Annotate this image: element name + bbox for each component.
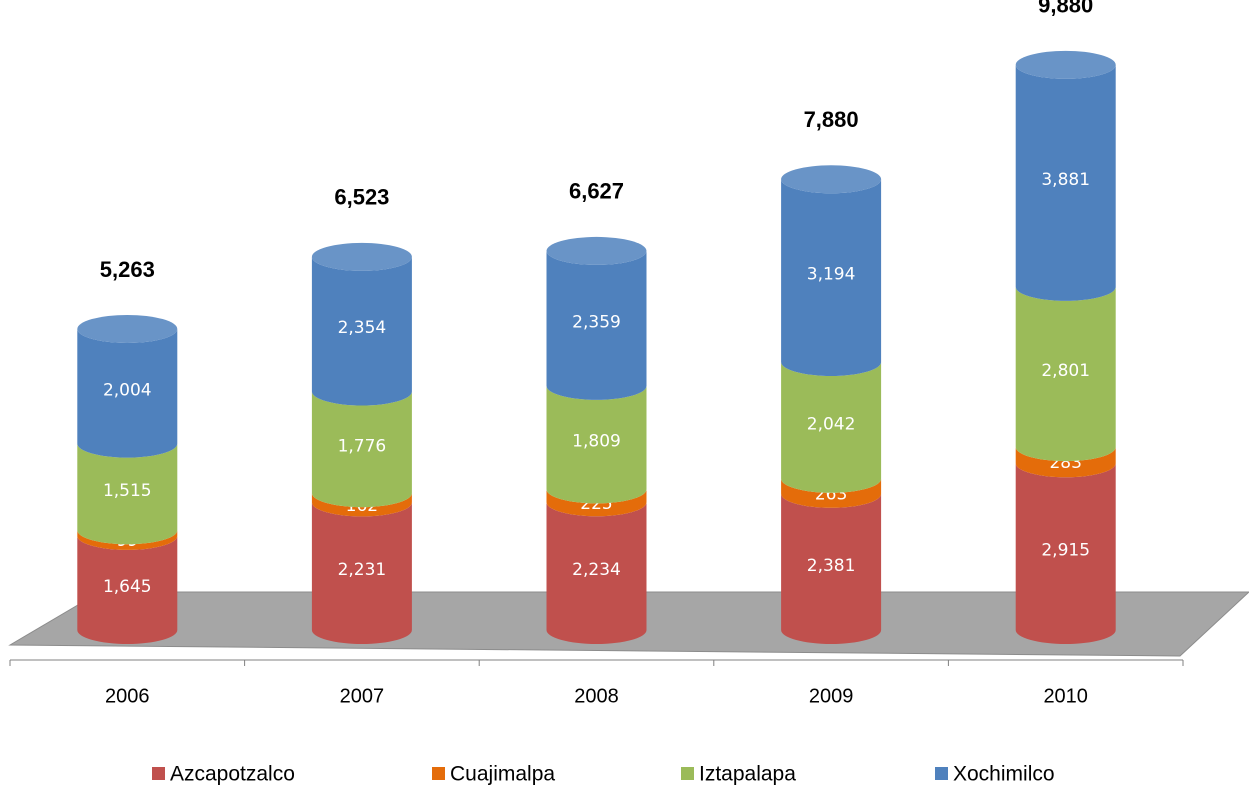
data-label: 3,881: [1041, 170, 1090, 190]
data-label: 2,359: [572, 312, 621, 332]
total-label: 5,263: [100, 257, 155, 282]
data-label: 2,231: [338, 560, 387, 580]
legend-swatch: [681, 767, 694, 780]
cylinder-segment: [311, 391, 412, 508]
data-label: 1,515: [103, 481, 152, 501]
x-tick-label: 2009: [809, 685, 854, 707]
cylinder-segment: [77, 530, 178, 550]
total-label: 9,880: [1038, 0, 1093, 18]
x-tick-label: 2010: [1043, 685, 1088, 707]
cylinder-segment: [1015, 286, 1116, 462]
legend-swatch: [935, 767, 948, 780]
cylinder-segment: [311, 493, 412, 517]
x-tick-label: 2008: [574, 685, 619, 707]
cylinder-segment: [77, 328, 178, 458]
data-label: 2,381: [807, 556, 856, 576]
cylinder-cap: [311, 242, 412, 271]
legend-label: Cuajimalpa: [450, 763, 555, 786]
cylinder-cap: [77, 314, 178, 343]
legend-label: Iztapalapa: [699, 763, 796, 786]
total-label: 7,880: [804, 107, 859, 132]
cylinder-segment: [546, 489, 647, 517]
data-label: 1,809: [572, 432, 621, 452]
cylinder-cap: [546, 236, 647, 265]
cylinder-segment: [546, 502, 647, 645]
data-label: 2,801: [1041, 361, 1090, 381]
cylinder-cap: [781, 165, 882, 194]
cylinder-segment: [311, 502, 412, 645]
cylinder-segment: [77, 443, 178, 545]
legend-label: Azcapotzalco: [170, 763, 295, 786]
cylinder-segment: [1015, 447, 1116, 478]
data-label: 3,194: [807, 265, 856, 285]
cylinder-segment: [781, 478, 882, 508]
data-label: 1,645: [103, 577, 152, 597]
data-label: 2,354: [338, 318, 387, 338]
cylinder-segment: [77, 535, 178, 645]
cylinder-segment: [1015, 64, 1116, 301]
data-label: 2,004: [103, 380, 152, 400]
cylinder-segment: [546, 250, 647, 400]
cylinder-cap: [1015, 50, 1116, 79]
cylinder-segment: [1015, 463, 1116, 645]
total-label: 6,523: [334, 185, 389, 210]
data-label: 1,776: [338, 436, 387, 456]
cylinder-segment: [781, 179, 882, 376]
cylinder-segment: [546, 385, 647, 504]
data-label: 2,234: [572, 560, 621, 580]
total-label: 6,627: [569, 179, 624, 204]
legend-swatch: [152, 767, 165, 780]
data-label: 2,915: [1041, 541, 1090, 561]
cylinder-segment: [781, 493, 882, 645]
x-tick-label: 2007: [340, 685, 385, 707]
x-tick-label: 2006: [105, 685, 150, 707]
legend-label: Xochimilco: [953, 763, 1055, 786]
cylinder-segment: [781, 361, 882, 493]
cylinder-segment: [311, 256, 412, 406]
data-label: 2,042: [807, 414, 856, 434]
legend-swatch: [432, 767, 445, 780]
